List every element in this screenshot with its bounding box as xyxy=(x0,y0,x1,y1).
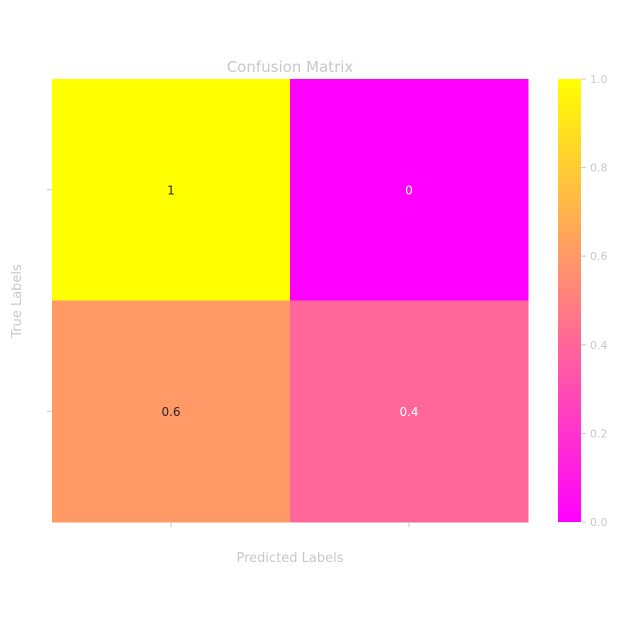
x-axis-label: Predicted Labels xyxy=(236,551,343,566)
colorbar-tick-label: 0.4 xyxy=(590,339,608,352)
cell-value-label: 1 xyxy=(167,183,175,197)
colorbar-tick-label: 0.2 xyxy=(590,427,608,440)
cell-value-label: 0.6 xyxy=(161,405,180,419)
colorbar-ticks: 0.0 0.2 0.4 0.6 0.8 1.0 xyxy=(581,73,608,529)
heatmap-cell xyxy=(290,79,529,301)
heatmap-cell xyxy=(290,300,529,523)
chart-title: Confusion Matrix xyxy=(227,58,354,76)
heatmap-cell xyxy=(52,300,291,523)
colorbar-tick-label: 1.0 xyxy=(590,73,608,86)
cell-value-label: 0.4 xyxy=(399,405,418,419)
heatmap-cell xyxy=(52,79,291,301)
x-axis-ticks xyxy=(170,522,410,527)
colorbar-tick-label: 0.8 xyxy=(590,162,608,175)
y-axis-label: True Labels xyxy=(10,264,25,339)
colorbar-tick-label: 0.0 xyxy=(590,516,608,529)
heatmap-cells: 1 0 0.6 0.4 xyxy=(52,79,529,523)
y-axis-ticks xyxy=(47,189,52,412)
colorbar-tick-label: 0.6 xyxy=(590,250,608,263)
cell-value-label: 0 xyxy=(405,183,413,197)
colorbar xyxy=(558,79,581,522)
